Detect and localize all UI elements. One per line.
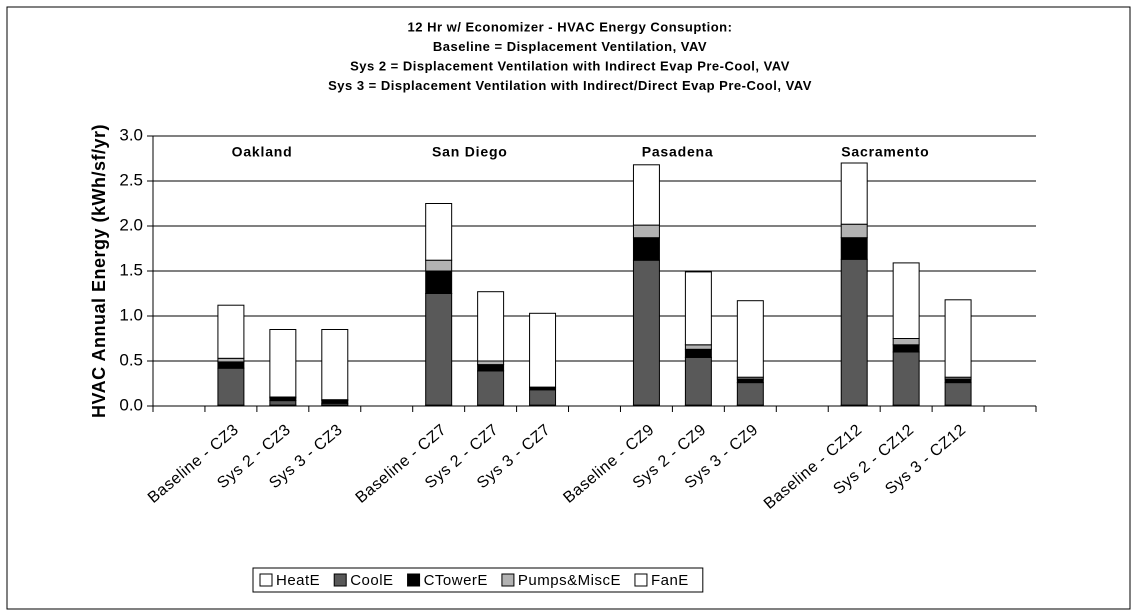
bar-segment [892,344,920,353]
bar-segment [529,312,557,388]
legend: HeatE CoolE CTowerE Pumps&MiscE FanE [252,567,704,593]
bar-segment [684,344,712,350]
bar-segment [321,329,349,401]
bar-segment [477,291,505,362]
bar-segment [632,259,660,406]
legend-swatch [407,573,421,587]
chart-title: Baseline = Displacement Ventilation, VAV [433,39,707,54]
bar-segment [944,382,972,406]
legend-label: FanE [651,572,689,589]
bar-segment [425,203,453,261]
bar-segment [736,382,764,406]
y-tick-label: 2.0 [119,215,143,234]
chart-title: Sys 3 = Displacement Ventilation with In… [328,78,812,93]
group-label: Oakland [232,144,293,160]
bar-segment [425,293,453,406]
bar-segment [684,348,712,358]
bar-segment [217,361,245,369]
group-label: San Diego [432,144,508,160]
bar-segment [632,164,660,226]
y-tick-label: 1.5 [119,260,143,279]
bar-segment [840,223,868,239]
group-label: Sacramento [841,144,929,160]
bar-segment [477,360,505,366]
legend-frame [252,567,704,593]
bar-segment [425,270,453,294]
bar-segment [892,338,920,346]
bar-segment [684,356,712,406]
bar-segment [217,304,245,359]
legend-swatch [259,573,273,587]
bar-segment [892,262,920,339]
bar-segment [944,299,972,378]
group-label: Pasadena [642,144,714,160]
chart-title: Sys 2 = Displacement Ventilation with In… [350,58,790,73]
legend-swatch [501,573,515,587]
bar-segment [269,400,297,406]
bar-segment [840,258,868,406]
chart-frame [6,6,1131,610]
y-tick-label: 0.0 [119,395,143,414]
bar-segment [684,271,712,346]
bar-segment [477,364,505,372]
y-tick-label: 1.0 [119,305,143,324]
bar-segment [944,378,972,384]
legend-label: CTowerE [424,572,488,589]
chart-title: 12 Hr w/ Economizer - HVAC Energy Consup… [408,19,733,34]
y-axis-label: HVAC Annual Energy (kWh/sf/yr) [89,124,109,418]
legend-label: Pumps&MiscE [518,572,621,589]
bar-segment [840,162,868,225]
bar-segment [892,351,920,406]
legend-swatch [634,573,648,587]
y-tick-label: 0.5 [119,350,143,369]
bar-segment [217,367,245,406]
legend-label: CoolE [350,572,393,589]
y-tick-label: 3.0 [119,125,143,144]
legend-swatch [333,573,347,587]
bar-segment [529,389,557,406]
y-tick-label: 2.5 [119,170,143,189]
bar-segment [425,259,453,272]
legend-label: HeatE [276,572,320,589]
bar-segment [632,224,660,239]
bar-segment [632,237,660,261]
bar-segment [736,378,764,384]
bar-segment [736,300,764,378]
bar-segment [269,329,297,398]
bar-segment [840,237,868,260]
bar-segment [217,357,245,363]
bar-segment [477,370,505,406]
